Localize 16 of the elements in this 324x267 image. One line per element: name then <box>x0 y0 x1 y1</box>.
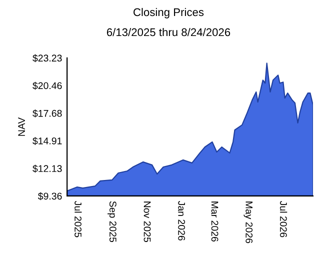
y-tick-label: $14.91 <box>32 137 62 145</box>
x-tick-label: Sep 2025 <box>108 201 116 242</box>
y-tick-label: $12.13 <box>32 164 62 173</box>
x-tick-label: Jan 2026 <box>178 200 186 240</box>
y-tick-label: $20.46 <box>32 82 62 90</box>
y-axis-title: NAV <box>18 117 25 136</box>
x-tick-label: Jul 2025 <box>74 200 82 238</box>
y-tick-label: $9.36 <box>38 192 62 200</box>
x-tick-label: Mar 2026 <box>211 202 218 242</box>
x-tick-label: Jul 2026 <box>280 200 288 238</box>
x-tick-label: May 2026 <box>244 202 253 244</box>
y-tick-label: $23.23 <box>32 54 62 62</box>
chart-subtitle: 6/13/2025 thru 8/24/2026 <box>106 28 230 36</box>
y-tick-label: $17.68 <box>32 110 62 118</box>
x-tick-label: Nov 2025 <box>144 202 151 242</box>
chart-title: Closing Prices <box>134 8 204 18</box>
